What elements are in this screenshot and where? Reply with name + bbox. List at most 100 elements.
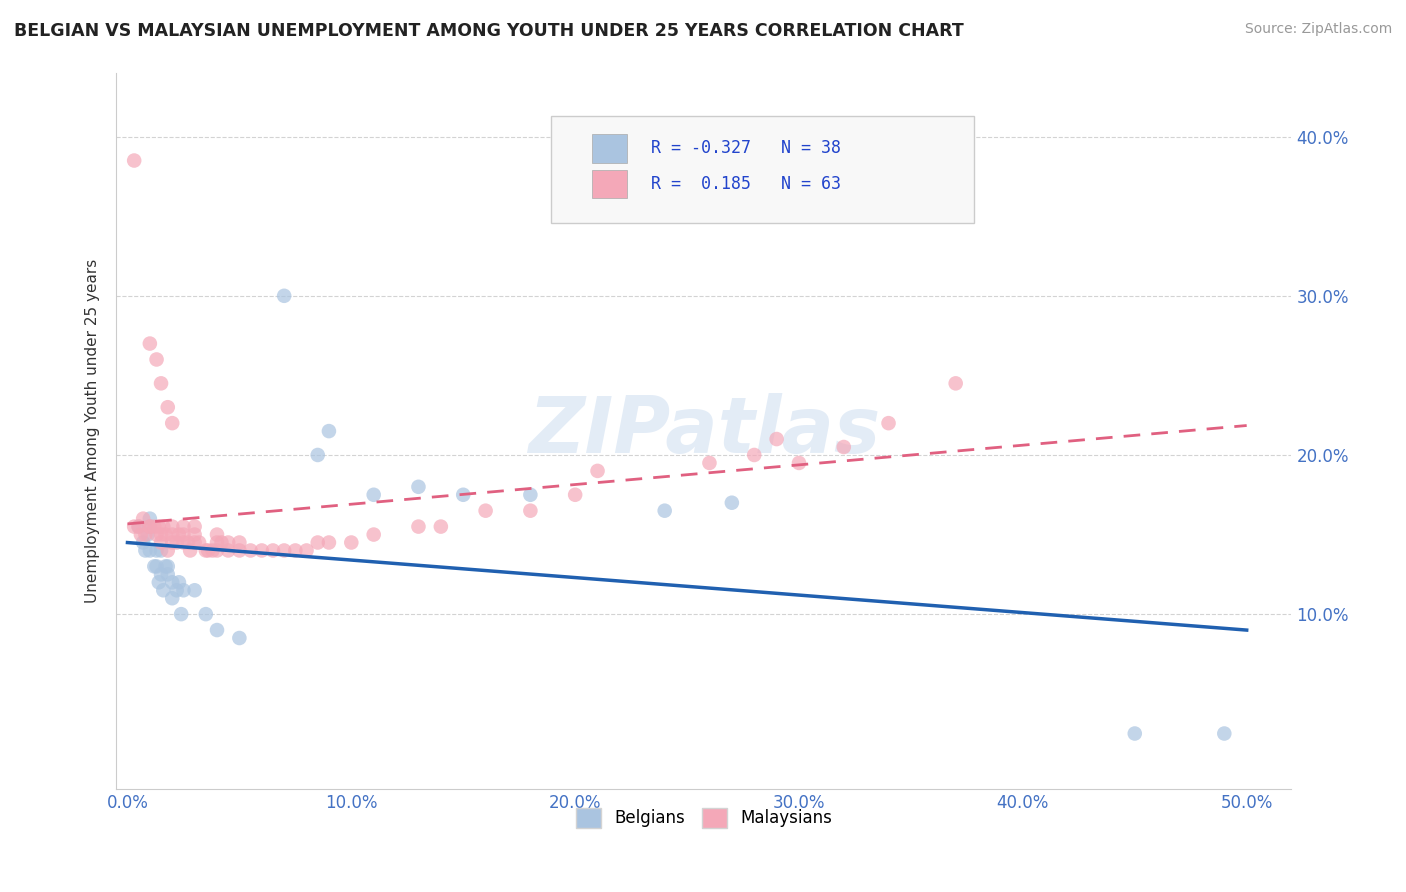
- Point: [166, 583, 188, 598]
- Point: [128, 519, 150, 533]
- Point: [136, 527, 159, 541]
- Point: [183, 583, 205, 598]
- Point: [129, 527, 152, 541]
- Point: [201, 543, 224, 558]
- Point: [156, 567, 179, 582]
- Point: [228, 631, 250, 645]
- Point: [156, 401, 179, 415]
- Point: [183, 535, 205, 549]
- Point: [139, 336, 162, 351]
- Point: [152, 519, 174, 533]
- FancyBboxPatch shape: [551, 116, 974, 223]
- Point: [1213, 726, 1236, 740]
- Point: [205, 543, 228, 558]
- Point: [205, 623, 228, 637]
- Point: [148, 519, 170, 533]
- Point: [134, 543, 156, 558]
- Point: [172, 535, 194, 549]
- Point: [194, 543, 217, 558]
- Point: [194, 607, 217, 621]
- Point: [945, 376, 967, 391]
- Point: [205, 527, 228, 541]
- Point: [654, 504, 676, 518]
- Point: [148, 575, 170, 590]
- Point: [150, 567, 173, 582]
- Point: [217, 535, 239, 549]
- Point: [765, 432, 787, 446]
- Point: [132, 511, 155, 525]
- Point: [160, 591, 183, 606]
- Point: [139, 519, 162, 533]
- Point: [262, 543, 284, 558]
- Point: [145, 543, 167, 558]
- Legend: Belgians, Malaysians: Belgians, Malaysians: [569, 801, 838, 835]
- Point: [139, 511, 162, 525]
- Point: [160, 527, 183, 541]
- Point: [143, 519, 166, 533]
- Point: [145, 559, 167, 574]
- Point: [172, 527, 194, 541]
- Point: [205, 535, 228, 549]
- Point: [742, 448, 765, 462]
- Point: [318, 424, 340, 438]
- Point: [167, 575, 190, 590]
- Point: [1123, 726, 1146, 740]
- Point: [139, 519, 162, 533]
- Point: [307, 448, 329, 462]
- Point: [160, 575, 183, 590]
- Point: [239, 543, 262, 558]
- Point: [197, 543, 219, 558]
- Point: [150, 535, 173, 549]
- Point: [787, 456, 810, 470]
- Point: [143, 559, 166, 574]
- Point: [217, 543, 239, 558]
- FancyBboxPatch shape: [592, 169, 627, 198]
- Point: [177, 535, 200, 549]
- Text: BELGIAN VS MALAYSIAN UNEMPLOYMENT AMONG YOUTH UNDER 25 YEARS CORRELATION CHART: BELGIAN VS MALAYSIAN UNEMPLOYMENT AMONG …: [14, 22, 963, 40]
- Point: [132, 535, 155, 549]
- Point: [150, 543, 173, 558]
- Point: [145, 527, 167, 541]
- Text: R = -0.327   N = 38: R = -0.327 N = 38: [651, 139, 841, 157]
- Point: [363, 527, 385, 541]
- Point: [152, 583, 174, 598]
- Point: [160, 519, 183, 533]
- Point: [519, 488, 541, 502]
- Point: [160, 535, 183, 549]
- Point: [150, 527, 173, 541]
- Point: [155, 527, 177, 541]
- Point: [134, 527, 156, 541]
- Point: [122, 519, 145, 533]
- Point: [318, 535, 340, 549]
- Point: [156, 559, 179, 574]
- Text: Source: ZipAtlas.com: Source: ZipAtlas.com: [1244, 22, 1392, 37]
- Point: [188, 535, 211, 549]
- Point: [250, 543, 273, 558]
- Point: [150, 376, 173, 391]
- Point: [408, 519, 430, 533]
- Point: [172, 519, 194, 533]
- Point: [160, 416, 183, 430]
- FancyBboxPatch shape: [592, 134, 627, 162]
- Point: [228, 535, 250, 549]
- Point: [363, 488, 385, 502]
- Point: [183, 527, 205, 541]
- Text: R =  0.185   N = 63: R = 0.185 N = 63: [651, 175, 841, 193]
- Point: [564, 488, 586, 502]
- Point: [307, 535, 329, 549]
- Y-axis label: Unemployment Among Youth under 25 years: Unemployment Among Youth under 25 years: [86, 259, 100, 603]
- Point: [179, 543, 201, 558]
- Text: ZIPatlas: ZIPatlas: [527, 393, 880, 469]
- Point: [273, 289, 295, 303]
- Point: [721, 496, 744, 510]
- Point: [139, 543, 162, 558]
- Point: [586, 464, 609, 478]
- Point: [832, 440, 855, 454]
- Point: [430, 519, 453, 533]
- Point: [122, 153, 145, 168]
- Point: [699, 456, 721, 470]
- Point: [408, 480, 430, 494]
- Point: [167, 527, 190, 541]
- Point: [155, 559, 177, 574]
- Point: [273, 543, 295, 558]
